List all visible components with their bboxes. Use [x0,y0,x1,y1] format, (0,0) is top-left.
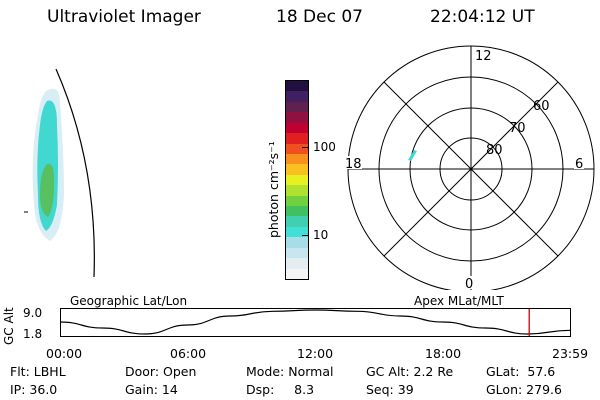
colorbar-swatch [286,133,308,144]
lat-label-60: 60 [533,99,550,114]
info-door: Door: Open [125,364,197,379]
colorbar-label: photon cm⁻²s⁻¹ [266,141,281,238]
info-mode: Mode: Normal [246,364,334,379]
altitude-curve [60,309,571,335]
colorbar-swatch [286,237,308,248]
mlt-label-12: 12 [475,49,492,64]
colorbar [285,80,309,280]
polar-plot: 12 0 18 6 60 70 80 [344,45,595,290]
label-bg-12 [474,48,488,61]
lat-label-70: 70 [509,121,526,136]
colorbar-swatch [286,164,308,175]
timeline-ylabel: GC Alt [2,307,16,345]
mlt-label-0: 0 [465,277,473,290]
label-bg-0 [464,276,474,289]
mlt-diagonal-2 [383,81,559,257]
polar-grid [347,45,595,290]
xtick-0000: 00:00 [46,346,83,361]
label-bg-6 [574,156,584,169]
timeline-ytick-bottom: 1.8 [23,327,43,341]
colorbar-swatch [286,258,308,269]
info-glon: GLon: 279.6 [486,382,562,397]
timeline-ytick-top: 9.0 [23,306,43,320]
timeline-right-title: Apex MLat/MLT [414,294,504,308]
mlt-label-6: 6 [575,157,583,172]
colorbar-tick-line-100 [302,147,308,148]
aurora-spot [408,150,417,161]
colorbar-swatch [286,185,308,196]
geographic-image [24,68,150,278]
colorbar-swatch [286,174,308,186]
xtick-2359: 23:59 [552,346,589,361]
colorbar-swatch [286,80,308,92]
label-bg-18 [344,156,362,169]
colorbar-tick-line-10 [302,235,308,236]
colorbar-swatch [286,206,308,217]
colorbar-swatch [286,247,308,259]
colorbar-swatch [286,195,308,207]
xtick-1800: 18:00 [425,346,462,361]
info-gain: Gain: 14 [125,382,178,397]
colorbar-swatch [286,91,308,102]
timeline-plot [60,308,571,337]
earth-limb [55,68,95,278]
info-ip: IP: 36.0 [10,382,58,397]
colorbar-swatch [286,101,308,113]
colorbar-swatch [286,122,308,134]
time-label: 22:04:12 UT [430,7,535,27]
info-glat: GLat: 57.6 [486,364,556,379]
lat-label-80: 80 [486,143,503,158]
mlt-label-18: 18 [345,157,362,172]
info-seq: Seq: 39 [366,382,414,397]
instrument-title: Ultraviolet Imager [47,7,201,27]
timeline-left-title: Geographic Lat/Lon [70,294,188,308]
colorbar-swatch [286,216,308,227]
colorbar-swatch [286,153,308,165]
info-dsp: Dsp: 8.3 [246,382,315,397]
colorbar-swatch [286,112,308,123]
colorbar-tick-100: 100 [313,140,336,154]
xtick-0600: 06:00 [170,346,207,361]
info-filter: Flt: LBHL [10,364,66,379]
aurora-core [40,163,55,217]
colorbar-tick-10: 10 [313,228,329,242]
colorbar-swatch [286,268,308,279]
info-gc-alt: GC Alt: 2.2 Re [366,364,454,379]
date-label: 18 Dec 07 [276,7,363,27]
timeline-frame [60,308,571,337]
xtick-1200: 12:00 [297,346,334,361]
colorbar-swatch [286,226,308,238]
colorbar-swatch [286,143,308,154]
